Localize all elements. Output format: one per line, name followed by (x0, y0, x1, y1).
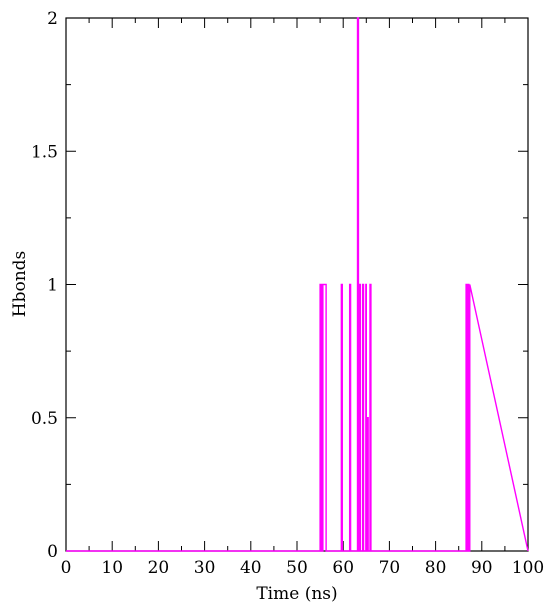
x-tick-label: 30 (194, 558, 216, 578)
x-tick-label: 90 (471, 558, 493, 578)
x-tick-label: 60 (332, 558, 354, 578)
x-tick-label: 20 (148, 558, 170, 578)
ticks-group (65, 17, 529, 552)
y-tick-label: 2 (47, 9, 58, 29)
x-tick-label: 70 (379, 558, 401, 578)
x-tick-label: 100 (512, 558, 544, 578)
y-tick-label: 0.5 (31, 409, 58, 429)
series-line-0 (66, 17, 529, 552)
x-tick-label: 40 (240, 558, 262, 578)
x-tick-label: 50 (286, 558, 308, 578)
x-axis-label: Time (ns) (256, 584, 337, 604)
y-tick-label: 0 (47, 542, 58, 562)
y-tick-label: 1.5 (31, 142, 58, 162)
x-tick-label: 10 (101, 558, 123, 578)
x-tick-label: 0 (61, 558, 72, 578)
x-tick-label: 80 (425, 558, 447, 578)
y-axis-label: Hbonds (10, 251, 30, 318)
tick-labels-group: 0 10 20 30 40 50 60 70 80 90 100 0 0.5 1 1.5 2 (31, 9, 544, 578)
y-tick-label: 1 (47, 276, 58, 296)
series-group (66, 17, 529, 552)
plot-frame (65, 17, 529, 552)
